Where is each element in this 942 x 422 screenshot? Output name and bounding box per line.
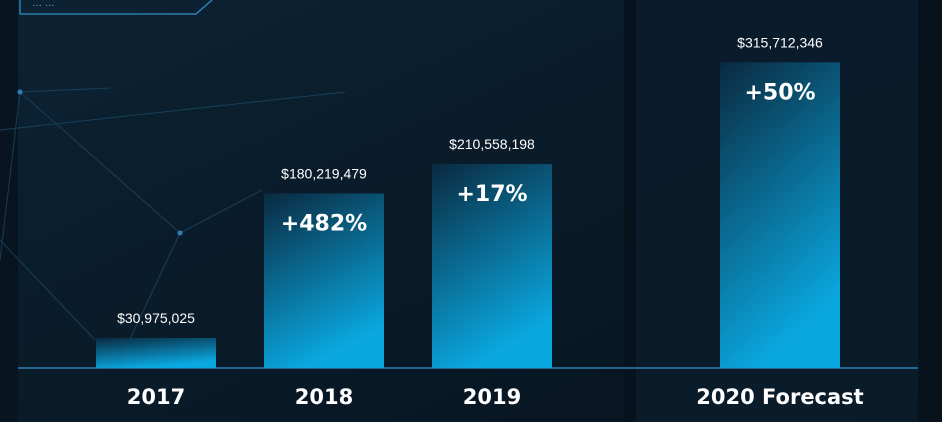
header-badge: … … xyxy=(19,0,213,15)
category-label: 2020 Forecast xyxy=(696,385,863,409)
forecast-divider xyxy=(624,0,636,422)
bar-2020-forecast xyxy=(720,62,840,369)
value-label: $210,558,198 xyxy=(449,136,535,152)
value-label: $30,975,025 xyxy=(117,310,195,326)
value-label: $315,712,346 xyxy=(737,34,823,50)
bar-2017 xyxy=(96,338,216,368)
change-label: +17% xyxy=(456,182,527,207)
right-edge xyxy=(918,0,942,422)
value-label: $180,219,479 xyxy=(281,165,367,181)
network-node xyxy=(177,230,183,236)
category-label: 2017 xyxy=(127,385,185,409)
bar-2018 xyxy=(264,193,384,368)
change-label: +482% xyxy=(281,211,367,236)
change-label: +50% xyxy=(744,80,815,105)
category-label: 2019 xyxy=(463,385,521,409)
bars-layer: $30,975,025 2017 $180,219,479 +482% 2018 $210… xyxy=(96,34,864,409)
bar-2019 xyxy=(432,164,552,368)
category-label: 2018 xyxy=(295,385,353,409)
left-edge xyxy=(0,0,18,422)
network-node xyxy=(17,89,23,95)
header-badge-text: … … xyxy=(32,0,55,9)
